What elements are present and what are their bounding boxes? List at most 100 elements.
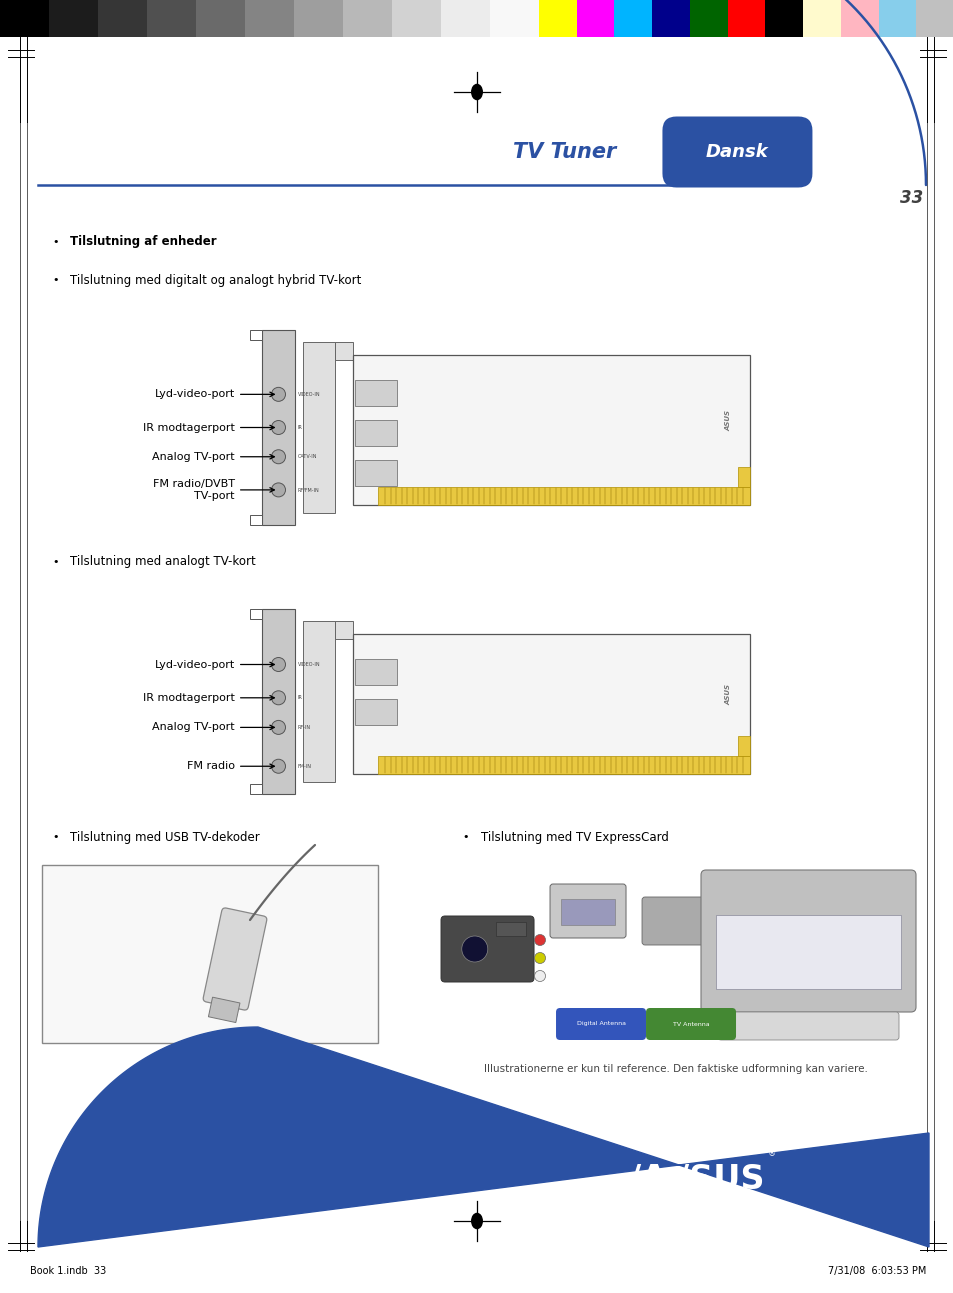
Text: IR: IR bbox=[297, 425, 302, 431]
Bar bbox=[355, 420, 396, 446]
Text: Tilslutning med USB TV-dekoder: Tilslutning med USB TV-dekoder bbox=[70, 830, 259, 843]
Bar bbox=[355, 460, 396, 486]
Circle shape bbox=[534, 935, 545, 945]
Bar bbox=[538, 0, 577, 37]
FancyBboxPatch shape bbox=[550, 884, 625, 937]
Text: Illustrationerne er kun til reference. Den faktiske udformning kan variere.: Illustrationerne er kun til reference. D… bbox=[483, 1064, 866, 1074]
Bar bbox=[294, 0, 343, 37]
Circle shape bbox=[272, 759, 285, 773]
Bar bbox=[355, 700, 396, 725]
Circle shape bbox=[272, 720, 285, 734]
FancyBboxPatch shape bbox=[641, 897, 705, 945]
Bar bbox=[496, 922, 525, 936]
Polygon shape bbox=[38, 1027, 928, 1246]
Circle shape bbox=[461, 936, 487, 962]
Bar bbox=[353, 356, 749, 506]
Text: •: • bbox=[52, 831, 58, 842]
Circle shape bbox=[272, 450, 285, 464]
Text: 33: 33 bbox=[900, 189, 923, 207]
Bar bbox=[802, 0, 840, 37]
FancyBboxPatch shape bbox=[645, 1009, 736, 1040]
Text: RF-IN: RF-IN bbox=[297, 725, 311, 731]
Text: Tilslutning med digitalt og analogt hybrid TV-kort: Tilslutning med digitalt og analogt hybr… bbox=[70, 274, 361, 287]
Text: Tilslutning med TV ExpressCard: Tilslutning med TV ExpressCard bbox=[480, 830, 668, 843]
Bar bbox=[245, 0, 294, 37]
Circle shape bbox=[272, 388, 285, 401]
Text: VIDEO-IN: VIDEO-IN bbox=[297, 662, 320, 667]
Bar bbox=[303, 343, 335, 513]
Text: Rock Solid · Heart Touching: Rock Solid · Heart Touching bbox=[644, 1221, 795, 1230]
Text: •: • bbox=[52, 237, 58, 247]
Bar bbox=[560, 899, 615, 924]
Text: FM radio/DVBT
TV-port: FM radio/DVBT TV-port bbox=[152, 480, 274, 500]
Bar bbox=[250, 330, 262, 340]
Bar bbox=[355, 659, 396, 685]
Circle shape bbox=[272, 690, 285, 705]
Bar bbox=[147, 0, 195, 37]
Bar bbox=[343, 0, 392, 37]
Text: /SUS: /SUS bbox=[676, 1164, 763, 1196]
Ellipse shape bbox=[471, 84, 482, 101]
Bar bbox=[250, 515, 262, 525]
Bar bbox=[303, 621, 335, 782]
Text: Digital Antenna: Digital Antenna bbox=[576, 1021, 625, 1027]
Text: •: • bbox=[462, 831, 469, 842]
FancyBboxPatch shape bbox=[718, 1012, 898, 1040]
Bar bbox=[716, 915, 900, 989]
Bar bbox=[689, 0, 727, 37]
Circle shape bbox=[272, 420, 285, 434]
Text: TV Tuner: TV Tuner bbox=[513, 142, 616, 162]
Bar bbox=[335, 621, 353, 639]
Bar bbox=[377, 756, 749, 775]
Text: •: • bbox=[52, 557, 58, 568]
Bar bbox=[42, 865, 377, 1043]
Bar bbox=[262, 609, 294, 794]
Bar bbox=[0, 0, 49, 37]
Bar bbox=[250, 784, 262, 794]
Text: RF/FM-IN: RF/FM-IN bbox=[297, 487, 319, 493]
Bar bbox=[915, 0, 953, 37]
Text: Tilslutning med analogt TV-kort: Tilslutning med analogt TV-kort bbox=[70, 556, 255, 569]
Bar bbox=[195, 0, 245, 37]
Bar bbox=[652, 0, 689, 37]
Circle shape bbox=[534, 953, 545, 963]
Bar bbox=[440, 0, 490, 37]
Text: Book 1.indb  33: Book 1.indb 33 bbox=[30, 1266, 106, 1276]
Text: Tilslutning af enheder: Tilslutning af enheder bbox=[70, 235, 216, 248]
Bar bbox=[614, 0, 652, 37]
Circle shape bbox=[272, 482, 285, 497]
Text: TV Antenna: TV Antenna bbox=[672, 1021, 709, 1027]
Text: FM-IN: FM-IN bbox=[297, 764, 312, 769]
Bar bbox=[738, 467, 749, 487]
Text: IR: IR bbox=[297, 696, 302, 701]
Text: ASUS: ASUS bbox=[724, 410, 730, 431]
Text: IR modtagerport: IR modtagerport bbox=[143, 423, 274, 432]
Bar bbox=[377, 487, 749, 506]
Bar bbox=[577, 0, 614, 37]
Bar bbox=[764, 0, 802, 37]
FancyBboxPatch shape bbox=[440, 915, 534, 981]
Text: Analog TV-port: Analog TV-port bbox=[152, 723, 274, 732]
Bar bbox=[353, 634, 749, 775]
Circle shape bbox=[534, 971, 545, 981]
Circle shape bbox=[272, 658, 285, 671]
Bar bbox=[355, 380, 396, 406]
Bar bbox=[738, 736, 749, 756]
Text: ®: ® bbox=[767, 1149, 776, 1159]
Text: 7/31/08  6:03:53 PM: 7/31/08 6:03:53 PM bbox=[827, 1266, 925, 1276]
Text: /A: /A bbox=[629, 1164, 667, 1196]
Bar bbox=[878, 0, 915, 37]
FancyBboxPatch shape bbox=[700, 870, 915, 1012]
Text: IR modtagerport: IR modtagerport bbox=[143, 693, 274, 703]
FancyBboxPatch shape bbox=[661, 116, 812, 187]
Text: •: • bbox=[52, 275, 58, 284]
Bar bbox=[727, 0, 764, 37]
Bar bbox=[208, 997, 240, 1023]
FancyBboxPatch shape bbox=[556, 1009, 645, 1040]
Text: FM radio: FM radio bbox=[187, 762, 274, 771]
Bar bbox=[840, 0, 878, 37]
Ellipse shape bbox=[471, 1213, 482, 1230]
Bar bbox=[49, 0, 98, 37]
Bar bbox=[392, 0, 440, 37]
Text: Analog TV-port: Analog TV-port bbox=[152, 451, 274, 462]
